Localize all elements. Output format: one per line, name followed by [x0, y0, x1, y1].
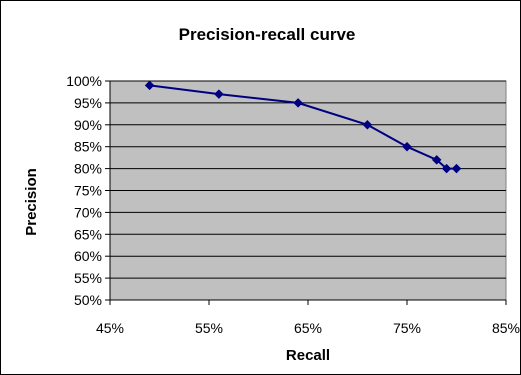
x-tick-label-55: 55% — [195, 320, 223, 336]
data-point-4 — [402, 141, 412, 152]
y-tick-label-65: 65% — [74, 226, 102, 242]
y-axis-title: Precision — [23, 168, 40, 236]
y-tick-label-85: 85% — [74, 139, 102, 155]
grid-lines — [110, 80, 506, 279]
x-tick-label-45: 45% — [96, 320, 124, 336]
data-point-0 — [144, 80, 155, 91]
data-point-7 — [451, 163, 462, 174]
series-group — [144, 80, 462, 174]
y-tick-label-100: 100% — [66, 73, 102, 89]
x-tick-label-85: 85% — [492, 320, 520, 336]
y-tick-label-90: 90% — [74, 117, 102, 133]
y-axis-ticks: 50% 55% 60% 65% 70% 75% 80% 85% 90% 95% 100% — [66, 73, 110, 308]
y-tick-label-75: 75% — [74, 183, 102, 199]
data-point-2 — [293, 98, 303, 108]
data-point-6 — [441, 163, 452, 174]
chart-title: Precision-recall curve — [179, 25, 356, 44]
data-point-5 — [431, 154, 442, 165]
x-axis-title: Recall — [286, 347, 330, 364]
y-tick-label-55: 55% — [74, 270, 102, 286]
data-point-3 — [362, 119, 373, 130]
y-tick-label-95: 95% — [74, 95, 102, 111]
y-tick-label-60: 60% — [74, 248, 102, 264]
y-tick-label-80: 80% — [74, 161, 102, 177]
data-point-1 — [214, 89, 224, 99]
y-tick-label-50: 50% — [74, 292, 102, 308]
y-tick-label-70: 70% — [74, 204, 102, 220]
x-tick-label-75: 75% — [393, 320, 421, 336]
x-tick-label-65: 65% — [294, 320, 322, 336]
x-axis-ticks: 45% 55% 65% 75% 85% — [96, 300, 520, 336]
